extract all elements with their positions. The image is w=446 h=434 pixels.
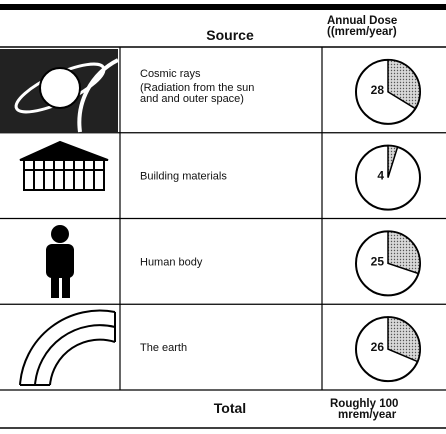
earth-icon	[20, 311, 115, 385]
dose-header: Annual Dose((mrem/year)	[327, 15, 397, 38]
source-label: Human body	[140, 256, 203, 268]
top-rule	[0, 4, 446, 10]
total-label: Total	[214, 400, 246, 416]
building-icon	[20, 142, 108, 190]
dose-label: 25	[371, 254, 385, 268]
source-label: Building materials	[140, 171, 227, 183]
human-icon	[46, 225, 74, 298]
dose-label: 28	[371, 83, 385, 97]
dose-label: 26	[371, 340, 385, 354]
dose-label: 4	[377, 169, 384, 183]
source-header: Source	[206, 27, 254, 43]
source-label: Cosmic rays	[140, 68, 201, 80]
table-figure: Source Annual Dose((mrem/year) Cosmic ra…	[0, 0, 446, 434]
cosmic-icon	[0, 49, 118, 132]
source-label: The earth	[140, 342, 187, 354]
